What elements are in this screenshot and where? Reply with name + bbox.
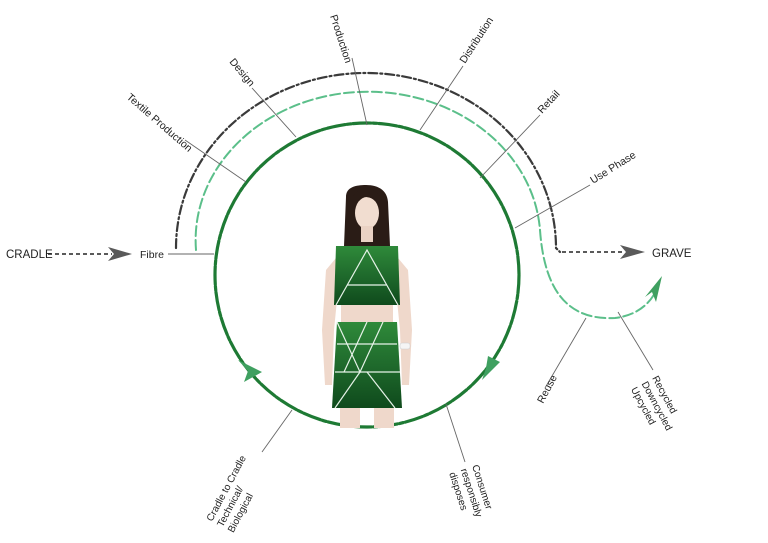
- leader-textile-production: [184, 139, 247, 183]
- label-design: Design: [227, 56, 257, 89]
- model-figure: [322, 185, 412, 428]
- label-retail: Retail: [535, 88, 562, 116]
- label-textile-production: Textile Production: [124, 91, 195, 155]
- leader-recycled: [617, 311, 654, 371]
- grave-arrow-head: [620, 245, 645, 259]
- reuse-loop-track: [539, 229, 661, 320]
- right-circle-arrow-head: [482, 356, 500, 380]
- leader-lines: [168, 57, 654, 463]
- label-fibre: Fibre: [140, 249, 164, 261]
- leader-design: [251, 87, 297, 138]
- label-consumer-group: Consumer responsibly disposes: [446, 464, 494, 519]
- label-recycled-group: Recycled Downcycled Upcycled: [628, 374, 678, 432]
- label-use-phase: Use Phase: [588, 149, 638, 186]
- left-circle-arrow-head: [238, 360, 262, 382]
- label-distribution: Distribution: [457, 15, 496, 66]
- leader-use-phase: [514, 184, 591, 229]
- label-reuse: Reuse: [535, 373, 560, 406]
- label-cradle-to-cradle-group: Cradle to Cradle Technical/ Biological: [205, 454, 256, 535]
- leader-reuse: [544, 317, 587, 389]
- label-grave: GRAVE: [652, 248, 692, 260]
- middle-track: [194, 90, 541, 251]
- leader-production: [351, 57, 368, 126]
- leader-consumer: [445, 403, 466, 463]
- label-cradle: CRADLE: [6, 249, 53, 261]
- outer-track: [174, 71, 562, 254]
- cradle-arrow-head: [108, 247, 132, 261]
- leader-retail: [479, 114, 541, 179]
- leader-cradle-to-cradle: [261, 409, 293, 453]
- label-production: Production: [327, 13, 354, 65]
- reuse-arrow-head: [645, 276, 662, 302]
- leader-distribution: [419, 65, 464, 131]
